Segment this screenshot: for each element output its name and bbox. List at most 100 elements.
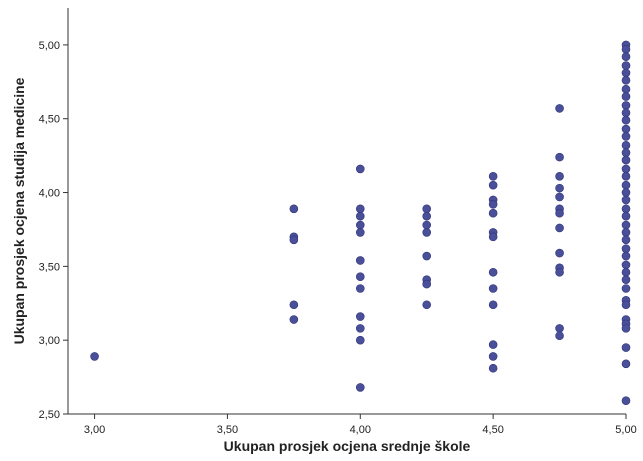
- data-point: [621, 180, 631, 190]
- data-point: [621, 359, 631, 369]
- y-tick-label: 2,50: [39, 409, 60, 421]
- data-point: [621, 260, 631, 270]
- data-point: [555, 331, 564, 341]
- data-point: [621, 84, 631, 94]
- data-point: [621, 204, 631, 214]
- data-point: [621, 324, 631, 333]
- data-point: [355, 284, 365, 293]
- data-point: [555, 324, 564, 333]
- data-point: [422, 300, 432, 310]
- data-point: [289, 300, 299, 310]
- data-point: [488, 284, 498, 293]
- data-point: [355, 211, 365, 221]
- x-axis-title: Ukupan prosjek ocjena srednje škole: [224, 438, 471, 454]
- data-point: [621, 188, 631, 197]
- y-axis-ticks: 2,50 3,00 3,50 4,00 4,50 5,00: [39, 40, 68, 421]
- data-point: [621, 101, 631, 110]
- data-point: [355, 204, 365, 214]
- data-point: [289, 235, 299, 245]
- x-axis-ticks: 3,00 3,50 4,00 4,50 5,00: [84, 414, 637, 436]
- data-point: [555, 208, 564, 218]
- data-point: [355, 324, 365, 333]
- y-tick-label: 4,50: [39, 114, 60, 126]
- x-tick-label: 3,00: [84, 424, 105, 436]
- data-point: [621, 68, 631, 78]
- data-point: [422, 228, 432, 237]
- data-point: [90, 352, 99, 361]
- data-point: [621, 164, 631, 174]
- data-point: [621, 228, 631, 237]
- data-point: [621, 52, 631, 62]
- data-point: [488, 208, 498, 218]
- data-point: [621, 172, 631, 181]
- y-tick-label: 3,50: [39, 261, 60, 273]
- data-point: [621, 148, 631, 157]
- data-point: [621, 220, 631, 230]
- data-point: [355, 272, 365, 281]
- data-point: [621, 244, 631, 253]
- y-tick-label: 3,00: [39, 335, 60, 347]
- data-point: [355, 164, 365, 174]
- data-point: [621, 132, 631, 141]
- data-point: [621, 141, 631, 150]
- x-tick-label: 4,50: [482, 424, 503, 436]
- data-point: [355, 220, 365, 230]
- data-point: [488, 200, 498, 209]
- data-point: [621, 155, 631, 165]
- data-point: [555, 248, 564, 258]
- data-point: [355, 383, 365, 392]
- data-point: [355, 335, 365, 345]
- x-tick-label: 5,00: [615, 424, 636, 436]
- y-axis-title: Ukupan prosjek ocjena studija medicine: [11, 77, 27, 344]
- data-point: [488, 267, 498, 277]
- data-point: [555, 152, 564, 162]
- data-point: [555, 183, 564, 193]
- data-point: [621, 108, 631, 118]
- data-point: [488, 300, 498, 310]
- data-point: [621, 267, 631, 277]
- data-point: [621, 195, 631, 205]
- data-point: [621, 396, 631, 406]
- data-point: [621, 275, 631, 284]
- x-tick-label: 3,50: [217, 424, 238, 436]
- data-point: [488, 232, 498, 242]
- data-point: [488, 340, 498, 349]
- data-points: [90, 40, 631, 406]
- data-point: [289, 204, 299, 214]
- data-point: [555, 192, 564, 202]
- y-tick-label: 5,00: [39, 40, 60, 52]
- data-point: [555, 223, 564, 233]
- data-point: [289, 315, 299, 324]
- data-point: [422, 220, 432, 230]
- data-point: [422, 251, 432, 261]
- data-point: [488, 352, 498, 361]
- axes: [67, 8, 626, 415]
- data-point: [621, 124, 631, 134]
- data-point: [621, 115, 631, 125]
- data-point: [488, 180, 498, 190]
- data-point: [621, 251, 631, 261]
- data-point: [488, 172, 498, 181]
- x-tick-label: 4,00: [350, 424, 371, 436]
- y-tick-label: 4,00: [39, 188, 60, 200]
- data-point: [621, 284, 631, 293]
- data-point: [555, 267, 564, 277]
- data-point: [422, 279, 432, 289]
- data-point: [621, 211, 631, 221]
- data-point: [355, 228, 365, 237]
- data-point: [621, 61, 631, 70]
- data-point: [621, 76, 631, 85]
- data-point: [621, 92, 631, 101]
- data-point: [621, 45, 631, 54]
- data-point: [422, 204, 432, 214]
- data-point: [621, 235, 631, 245]
- data-point: [555, 172, 564, 181]
- data-point: [555, 104, 564, 113]
- data-point: [355, 312, 365, 321]
- data-point: [488, 363, 498, 373]
- data-point: [422, 211, 432, 221]
- data-point: [621, 300, 631, 310]
- data-point: [621, 343, 631, 352]
